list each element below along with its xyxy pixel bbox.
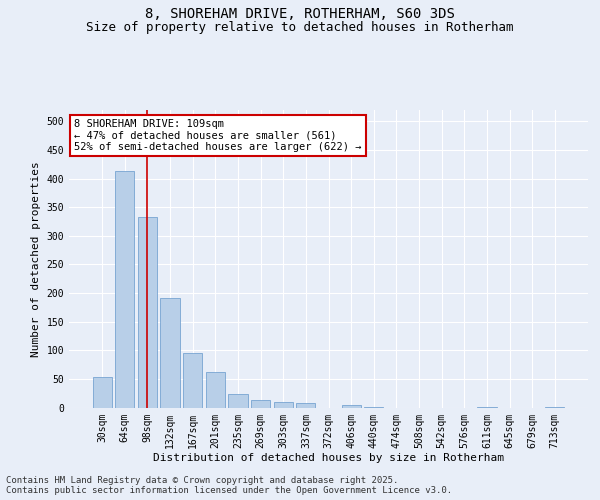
Bar [115,171,134,408]
Bar [274,402,293,407]
X-axis label: Distribution of detached houses by size in Rotherham: Distribution of detached houses by size … [153,453,504,463]
Bar [138,217,157,408]
Text: 8 SHOREHAM DRIVE: 109sqm
← 47% of detached houses are smaller (561)
52% of semi-: 8 SHOREHAM DRIVE: 109sqm ← 47% of detach… [74,119,362,152]
Text: Size of property relative to detached houses in Rotherham: Size of property relative to detached ho… [86,21,514,34]
Bar [206,372,225,408]
Bar [364,407,383,408]
Text: Contains HM Land Registry data © Crown copyright and database right 2025.
Contai: Contains HM Land Registry data © Crown c… [6,476,452,495]
Bar [477,407,497,408]
Bar [160,298,180,408]
Text: 8, SHOREHAM DRIVE, ROTHERHAM, S60 3DS: 8, SHOREHAM DRIVE, ROTHERHAM, S60 3DS [145,8,455,22]
Bar [251,400,270,407]
Y-axis label: Number of detached properties: Number of detached properties [31,161,41,356]
Bar [183,352,202,408]
Bar [229,394,248,407]
Bar [341,404,361,407]
Bar [92,376,112,408]
Bar [545,407,565,408]
Bar [296,403,316,407]
